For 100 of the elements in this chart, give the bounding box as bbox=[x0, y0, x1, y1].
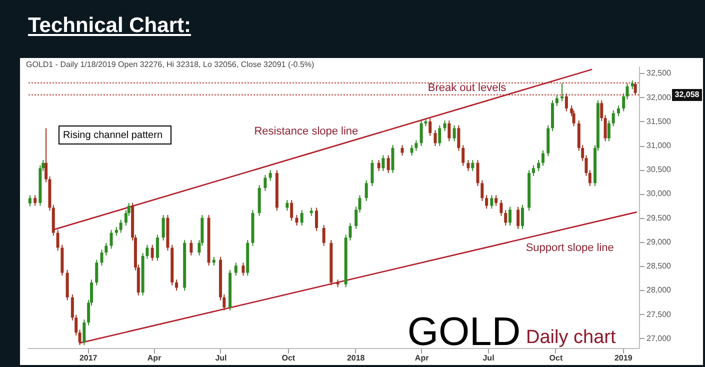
candlestick bbox=[462, 144, 465, 166]
candlestick bbox=[572, 110, 576, 127]
candlestick bbox=[290, 200, 294, 222]
candlestick bbox=[607, 120, 610, 142]
series-label: Support slope line bbox=[526, 242, 614, 254]
candlestick bbox=[78, 329, 82, 346]
candlestick bbox=[438, 124, 442, 147]
x-tick-label: Apr bbox=[147, 354, 162, 362]
y-tick-label: 30,000 bbox=[646, 189, 672, 198]
candlestick bbox=[95, 259, 98, 286]
candlestick bbox=[448, 120, 451, 142]
candlestick bbox=[110, 229, 113, 250]
candlestick bbox=[315, 207, 318, 232]
candlestick bbox=[500, 200, 503, 216]
candlestick bbox=[634, 82, 637, 96]
candlestick bbox=[322, 224, 326, 246]
candlestick bbox=[443, 120, 446, 132]
candlestick bbox=[532, 164, 535, 176]
candlestick bbox=[626, 82, 629, 100]
candlestick bbox=[268, 170, 272, 182]
y-tick-label: 28,000 bbox=[646, 286, 672, 295]
candlestick bbox=[348, 222, 352, 242]
candlestick bbox=[604, 114, 607, 142]
candlestick bbox=[622, 92, 626, 112]
candlestick bbox=[354, 206, 358, 230]
y-tick-label: 29,500 bbox=[646, 213, 672, 222]
candlestick bbox=[28, 194, 32, 207]
candlestick bbox=[34, 194, 37, 206]
candlestick bbox=[82, 319, 86, 346]
candlestick bbox=[516, 206, 520, 230]
y-tick-label: 32,000 bbox=[646, 92, 672, 102]
candlestick bbox=[616, 105, 620, 117]
y-tick-label: 29,000 bbox=[646, 237, 672, 246]
candlestick bbox=[410, 144, 414, 156]
x-tick-label: Oct bbox=[549, 354, 563, 362]
y-tick-label: 31,000 bbox=[646, 141, 672, 150]
candlestick bbox=[420, 120, 423, 147]
candlestick bbox=[234, 262, 238, 276]
candlestick bbox=[504, 210, 508, 226]
candlestick bbox=[490, 194, 494, 210]
x-tick-label: 2019 bbox=[614, 354, 633, 362]
candlestick bbox=[560, 82, 564, 102]
candlestick bbox=[150, 244, 154, 262]
x-tick-label: 2017 bbox=[79, 354, 98, 362]
y-tick-label: 28,500 bbox=[646, 262, 672, 271]
candlestick bbox=[541, 150, 544, 166]
candlestick bbox=[286, 200, 289, 212]
annotation: Rising channel pattern bbox=[63, 130, 163, 141]
candlestick bbox=[119, 219, 122, 234]
candlestick bbox=[100, 249, 104, 266]
chart-title: Technical Chart: bbox=[28, 14, 191, 38]
series-label: Resistance slope line bbox=[254, 125, 358, 138]
candlestick bbox=[485, 194, 488, 210]
candlestick bbox=[386, 154, 390, 174]
candlestick bbox=[508, 206, 512, 226]
candlestick bbox=[537, 160, 540, 172]
candlestick bbox=[434, 130, 437, 147]
y-tick-label: 32,500 bbox=[646, 68, 672, 78]
candlestick bbox=[162, 214, 165, 242]
candlestick bbox=[471, 160, 474, 172]
candlestick bbox=[400, 144, 404, 156]
candlestick bbox=[452, 124, 456, 142]
chart-subtitle: GOLD1 - Daily 1/18/2019 Open 32276, Hi 32318, Lo 32056, Close 32091 (-0.5%) bbox=[26, 60, 314, 69]
candlestick bbox=[600, 100, 604, 122]
candlestick bbox=[175, 279, 178, 292]
candlestick bbox=[295, 214, 298, 226]
text: 32,058 bbox=[674, 90, 700, 99]
candlestick bbox=[466, 160, 470, 172]
y-tick-label: 30,500 bbox=[646, 165, 672, 174]
candlestick bbox=[457, 124, 460, 152]
candlestick bbox=[564, 92, 568, 112]
candlestick bbox=[520, 204, 524, 230]
x-tick-label: Jul bbox=[215, 354, 227, 362]
candlestick bbox=[476, 160, 480, 187]
annotation: Break out levels bbox=[428, 82, 507, 94]
candlestick bbox=[377, 160, 380, 172]
candlestick bbox=[264, 174, 267, 192]
candlestick bbox=[364, 180, 368, 202]
candlestick bbox=[242, 262, 245, 276]
x-tick-label: 2018 bbox=[346, 354, 366, 362]
candlestick bbox=[146, 244, 149, 260]
candlestick bbox=[190, 240, 193, 256]
candlestick bbox=[300, 210, 304, 226]
candlestick bbox=[104, 242, 108, 256]
annotation: GOLD bbox=[407, 310, 521, 354]
candlestick bbox=[414, 140, 418, 152]
candlestick bbox=[480, 180, 484, 202]
candlestick bbox=[391, 144, 394, 174]
candlestick bbox=[358, 194, 362, 214]
candlestick bbox=[428, 118, 432, 136]
candlestick bbox=[494, 194, 498, 206]
candlestick bbox=[156, 234, 159, 262]
y-tick-label: 27,500 bbox=[646, 310, 672, 319]
x-tick-label: Apr bbox=[414, 354, 429, 362]
candlestick bbox=[370, 160, 374, 187]
x-tick-label: Jul bbox=[482, 354, 494, 362]
candlestick bbox=[588, 170, 592, 187]
x-tick-label: Oct bbox=[282, 354, 296, 362]
candlestick bbox=[382, 154, 385, 172]
candlestick bbox=[555, 94, 558, 107]
